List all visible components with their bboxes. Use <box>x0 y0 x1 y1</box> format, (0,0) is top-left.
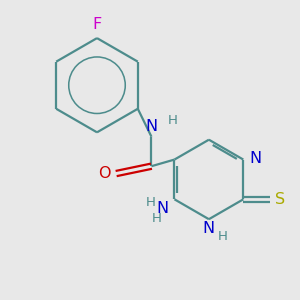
Text: N: N <box>203 221 215 236</box>
Text: H: H <box>218 230 228 242</box>
Text: F: F <box>92 16 102 32</box>
Text: H: H <box>168 114 178 127</box>
Text: H: H <box>146 196 155 209</box>
Text: O: O <box>98 166 110 181</box>
Text: N: N <box>249 151 261 166</box>
Text: H: H <box>151 212 161 225</box>
Text: N: N <box>146 119 158 134</box>
Text: S: S <box>275 192 285 207</box>
Text: N: N <box>157 201 169 216</box>
